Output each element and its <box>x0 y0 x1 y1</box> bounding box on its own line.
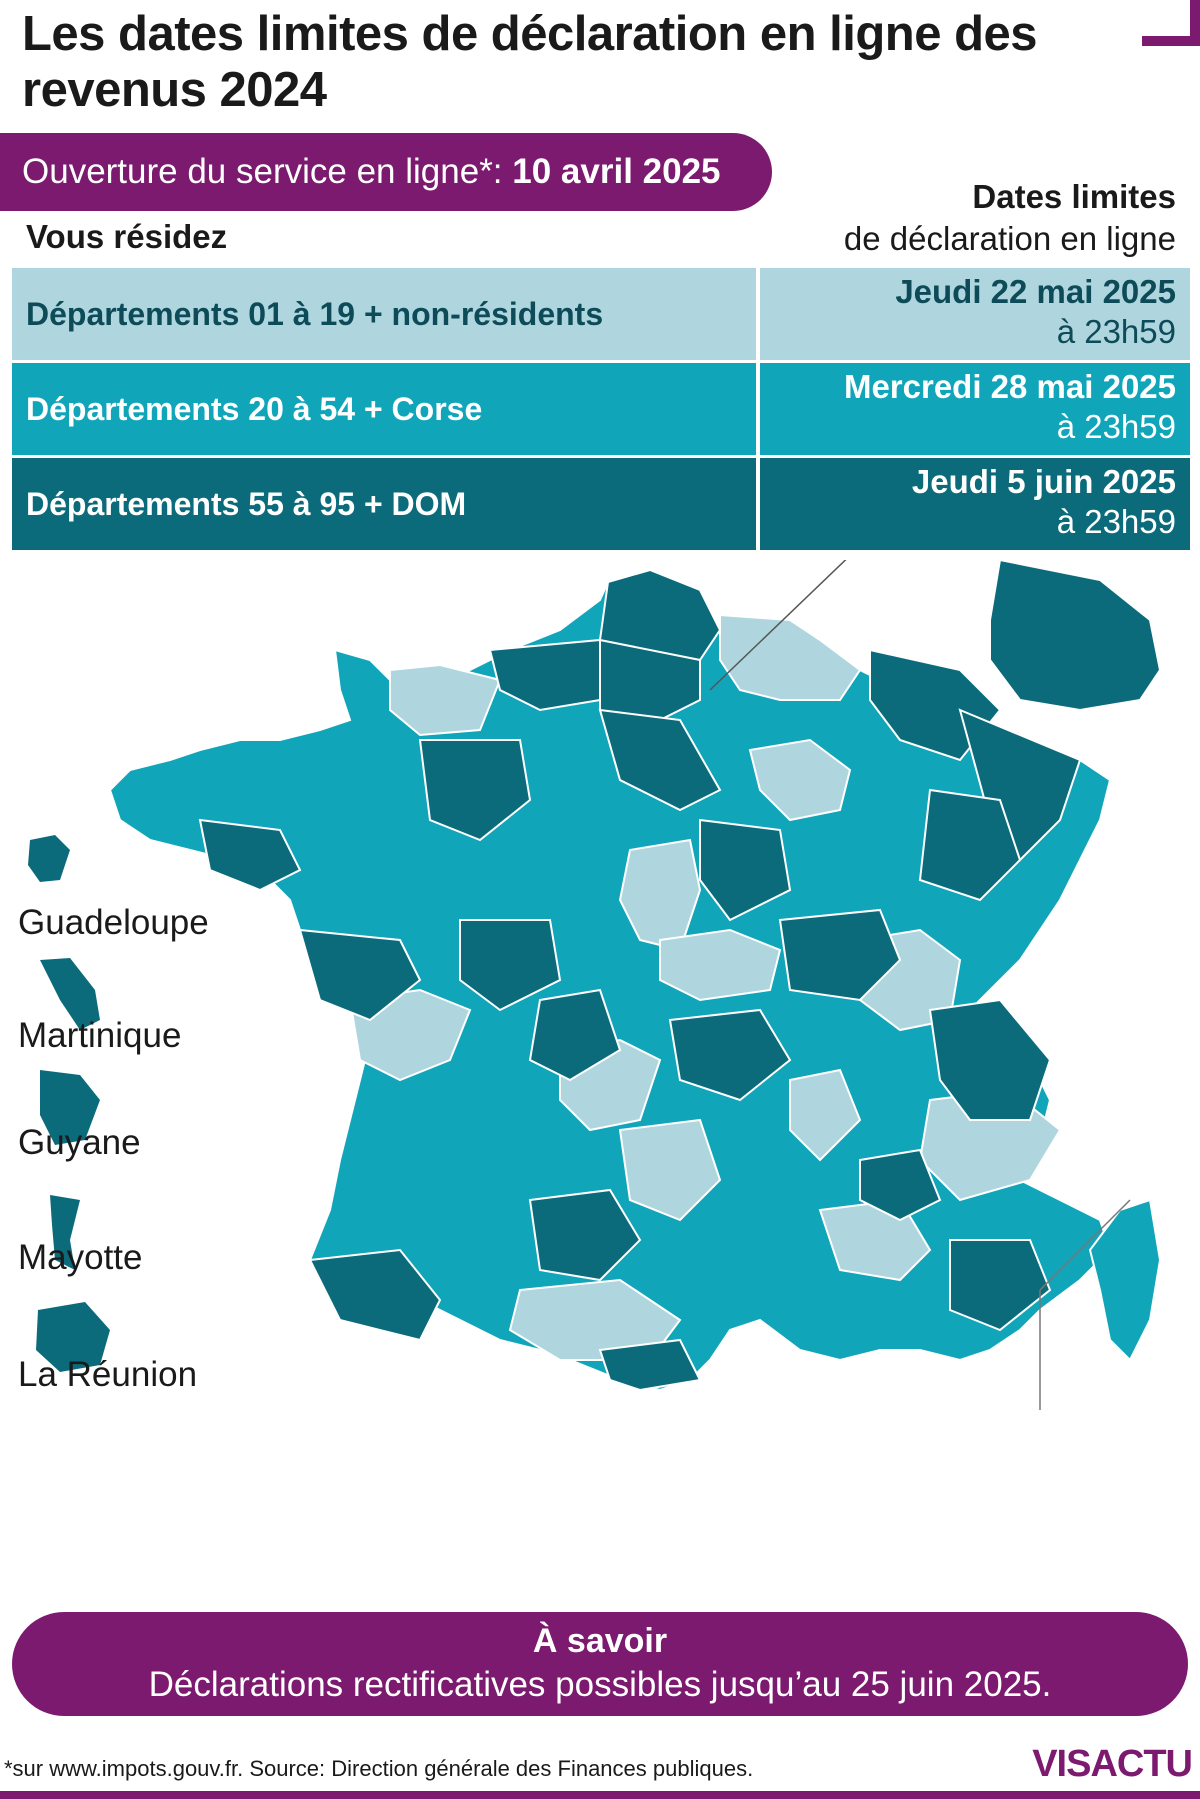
deadline-cell: Mercredi 28 mai 2025 à 23h59 <box>760 363 1190 455</box>
martinique-shape <box>40 958 100 1030</box>
region-zone3 <box>459 919 562 1012</box>
deadline-header-line1: Dates limites <box>972 178 1176 215</box>
corner-decoration <box>1142 0 1200 46</box>
region-zone3 <box>949 1239 1052 1332</box>
deadline-date: Jeudi 5 juin 2025 <box>911 463 1176 500</box>
region-zone3 <box>918 788 1022 902</box>
deadline-time: à 23h59 <box>1056 313 1176 350</box>
region-zone3 <box>859 1148 942 1222</box>
deadline-time: à 23h59 <box>1056 503 1176 540</box>
deadline-cell: Jeudi 5 juin 2025 à 23h59 <box>760 458 1190 550</box>
region-zone3 <box>418 739 532 842</box>
corsica <box>1088 1198 1162 1362</box>
page-title: Les dates limites de déclaration en lign… <box>22 7 1038 117</box>
overseas-label: Guadeloupe <box>18 903 209 942</box>
opening-date: 10 avril 2025 <box>512 152 721 191</box>
region-zone3 <box>598 1338 702 1392</box>
map-svg <box>28 560 1162 1410</box>
zone-cell: Départements 20 à 54 + Corse <box>12 363 756 455</box>
deadline-column-header: Dates limites de déclaration en ligne <box>844 176 1176 260</box>
region-zone3 <box>488 638 601 712</box>
zone-cell: Départements 55 à 95 + DOM <box>12 458 756 550</box>
zone-cell: Départements 01 à 19 + non-résidents <box>12 268 756 360</box>
notice-banner: À savoir Déclarations rectificatives pos… <box>12 1612 1188 1716</box>
residence-column-header: Vous résidez <box>26 218 228 255</box>
region-zone3 <box>198 818 302 892</box>
region-zone3 <box>528 988 622 1082</box>
deadline-date: Mercredi 28 mai 2025 <box>843 368 1176 405</box>
mayotte-shape <box>50 1195 80 1270</box>
deadline-cell: Jeudi 22 mai 2025 à 23h59 <box>760 268 1190 360</box>
deadline-table: Départements 01 à 19 + non-résidents Jeu… <box>12 268 1190 553</box>
deadline-time: à 23h59 <box>1056 408 1176 445</box>
region-zone3 <box>598 708 722 812</box>
guadeloupe-shape <box>28 835 70 882</box>
region-zone3 <box>298 928 422 1022</box>
region-zone1 <box>719 613 862 701</box>
region-zone1 <box>789 1068 862 1162</box>
region-zone1 <box>389 663 502 737</box>
table-row: Départements 01 à 19 + non-résidents Jeu… <box>12 268 1190 360</box>
footnote: *sur www.impots.gouv.fr. Source: Directi… <box>4 1756 754 1781</box>
overseas-label: Martinique <box>18 1016 182 1055</box>
region-zone3 <box>308 1248 442 1342</box>
table-row: Départements 55 à 95 + DOM Jeudi 5 juin … <box>12 458 1190 550</box>
visactu-logo: VISACTU <box>1032 1743 1193 1785</box>
reunion-shape <box>36 1302 110 1372</box>
deadline-date: Jeudi 22 mai 2025 <box>895 273 1176 310</box>
overseas-label: Mayotte <box>18 1238 143 1277</box>
region-zone1 <box>748 738 852 822</box>
notice-title: À savoir <box>532 1622 668 1660</box>
paris-inset <box>989 560 1162 712</box>
region-zone3 <box>928 998 1052 1121</box>
region-zone3 <box>778 908 902 1002</box>
corsica-connector <box>1039 1199 1131 1291</box>
opening-label: Ouverture du service en ligne*: <box>22 152 513 191</box>
deadline-header-line2: de déclaration en ligne <box>843 220 1176 257</box>
opening-banner: Ouverture du service en ligne*: 10 avril… <box>0 133 772 211</box>
france-map: Guadeloupe Martinique Guyane Mayotte La … <box>0 560 1200 1600</box>
region-zone1 <box>618 1118 722 1222</box>
region-zone3 <box>699 818 792 922</box>
bottom-rule <box>0 1791 1200 1799</box>
guyane-shape <box>40 1070 100 1145</box>
region-zone3 <box>528 1188 642 1282</box>
table-row: Départements 20 à 54 + Corse Mercredi 28… <box>12 363 1190 455</box>
inset-connector <box>709 560 847 691</box>
region-zone3 <box>668 1008 792 1102</box>
overseas-label: Guyane <box>18 1123 141 1162</box>
region-zone1 <box>659 928 782 1002</box>
overseas-label: La Réunion <box>18 1355 198 1394</box>
notice-text: Déclarations rectificatives possibles ju… <box>148 1665 1052 1704</box>
